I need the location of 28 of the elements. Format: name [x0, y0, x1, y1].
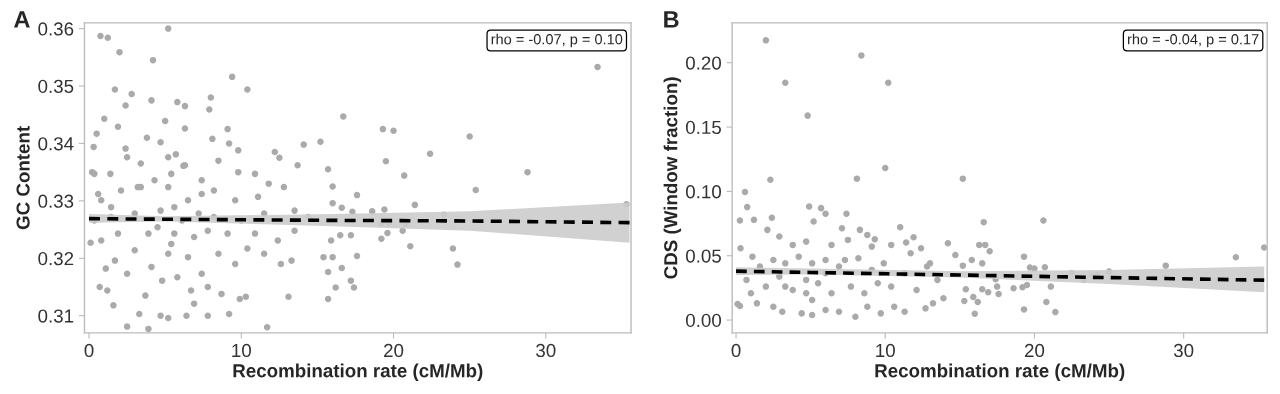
y-tick-label: 0.35	[38, 79, 74, 93]
x-tick-label: 20	[384, 343, 404, 358]
y-axis-title: GC Content	[16, 126, 30, 230]
chart-title: B	[664, 11, 679, 28]
annotation: rho = -0.04, p = 0.17	[1128, 33, 1259, 48]
y-tick-label: 0.05	[685, 249, 721, 263]
x-tick-label: 10	[232, 343, 251, 358]
y-axis-title: CDS (Window fraction)	[663, 77, 682, 279]
x-tick-label: 30	[536, 343, 556, 358]
x-axis-title: Recombination rate (cM/Mb)	[875, 363, 1125, 382]
y-tick-label: 0.31	[38, 309, 74, 323]
y-tick-label: 0.33	[38, 194, 74, 208]
annotation: rho = -0.07, p = 0.10	[491, 33, 623, 48]
y-tick-label: 0.00	[685, 313, 722, 328]
y-tick-label: 0.15	[685, 120, 721, 135]
line-series	[734, 269, 1267, 282]
y-tick-label: 0.34	[38, 137, 74, 151]
y-tick-label: 0.10	[685, 185, 722, 199]
chart-title: A	[14, 11, 30, 28]
x-tick-label: 30	[1173, 343, 1194, 358]
y-tick-label: 0.32	[38, 251, 74, 266]
x-tick-label: 0	[84, 343, 94, 358]
x-tick-label: 20	[1024, 343, 1045, 358]
x-tick-label: 10	[876, 343, 895, 358]
y-tick-label: 0.20	[685, 56, 722, 70]
x-axis-title: Recombination rate (cM/Mb)	[233, 363, 483, 382]
x-tick-label: 0	[731, 343, 741, 358]
y-tick-label: 0.36	[38, 22, 74, 36]
